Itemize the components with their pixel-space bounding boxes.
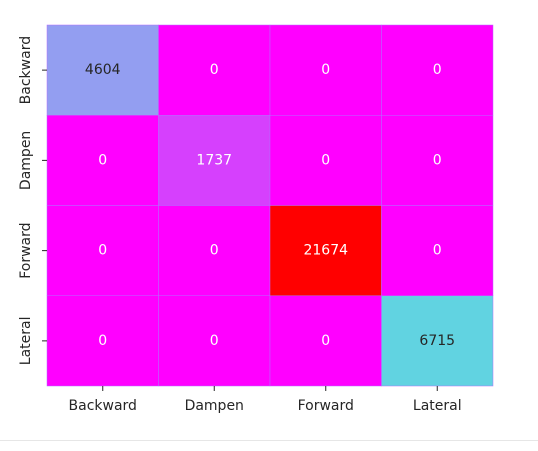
x-tick-label-3: Lateral [413,398,462,414]
heatmap-cell-1-1 [158,115,271,206]
heatmap-cell-3-3 [381,295,494,387]
cell-value-label-3-3: 6715 [419,333,455,349]
cell-value-label-2-2: 21674 [303,243,348,259]
cell-value-label-1-3: 0 [433,152,442,168]
y-tick-label-1: Dampen [18,131,34,190]
heatmap-cell-3-0 [46,295,159,387]
x-axis-ticks: Backward Dampen Forward Lateral [69,386,462,414]
y-tick-label-3: Lateral [18,317,34,366]
heatmap-cell-1-0 [46,115,159,206]
heatmap-cell-3-1 [158,295,271,387]
heatmap-cell-1-3 [381,115,494,206]
x-tick-label-2: Forward [298,398,354,414]
heatmap-cell-0-1 [158,24,271,116]
cell-value-label-1-2: 0 [321,152,330,168]
divider [0,440,538,441]
heatmap-cell-0-2 [269,24,382,116]
cell-value-label-0-0: 4604 [85,62,121,78]
heatmap-cell-0-0 [46,24,159,116]
cell-value-label-2-0: 0 [98,243,107,259]
cell-value-label-0-3: 0 [433,62,442,78]
heatmap-cells [46,24,494,387]
cell-value-label-1-1: 1737 [196,152,232,168]
cell-value-label-2-1: 0 [210,243,219,259]
heatmap-cell-0-3 [381,24,494,116]
cell-value-label-3-2: 0 [321,333,330,349]
x-tick-label-1: Dampen [185,398,244,414]
cell-value-label-3-0: 0 [98,333,107,349]
y-tick-label-2: Forward [18,222,34,278]
heatmap-cell-2-1 [158,205,271,296]
x-tick-label-0: Backward [69,398,137,414]
cell-value-label-0-1: 0 [210,62,219,78]
heatmap-cell-2-3 [381,205,494,296]
cell-value-label-3-1: 0 [210,333,219,349]
cell-value-label-1-0: 0 [98,152,107,168]
y-axis-ticks: Backward Dampen Forward Lateral [18,36,47,365]
heatmap-cell-3-2 [269,295,382,387]
heatmap-cell-1-2 [269,115,382,206]
cell-value-label-0-2: 0 [321,62,330,78]
cell-value-labels: 4604 0 0 0 0 1737 0 0 0 0 21674 0 0 0 0 6715 [85,62,455,349]
cell-value-label-2-3: 0 [433,243,442,259]
y-tick-label-0: Backward [18,36,34,104]
